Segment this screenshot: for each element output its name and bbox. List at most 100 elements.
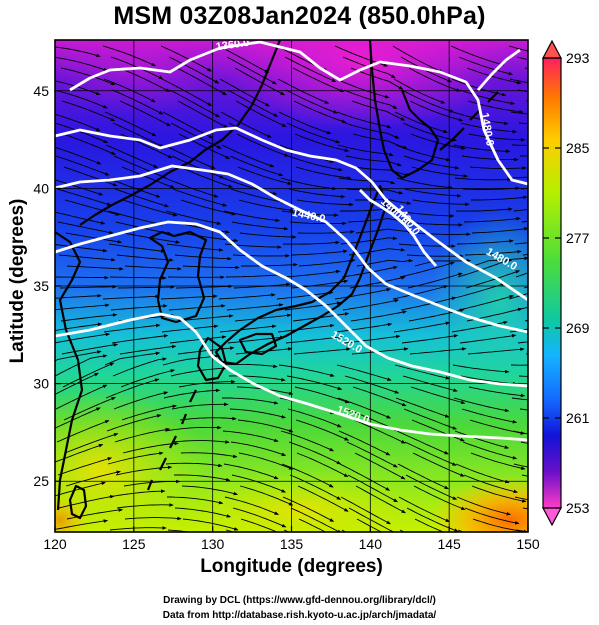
streamline (181, 485, 239, 496)
streamline (161, 324, 219, 333)
contour-label: 1480.0 (478, 112, 496, 147)
streamline (240, 518, 279, 532)
streamline (513, 463, 528, 468)
streamline (458, 295, 515, 311)
streamline (458, 56, 514, 76)
x-tick-label: 125 (122, 536, 146, 552)
streamline (511, 144, 528, 146)
streamline (166, 243, 224, 252)
streamline (451, 320, 508, 333)
x-tick-label: 150 (516, 536, 540, 552)
streamline (231, 221, 289, 231)
streamline (103, 78, 156, 103)
streamline (232, 507, 287, 528)
streamline (509, 78, 528, 84)
y-axis: 25 30 35 40 45 (33, 83, 61, 489)
streamline (118, 67, 171, 93)
streamline (514, 496, 528, 501)
streamline (160, 45, 212, 72)
streamline (55, 293, 102, 299)
streamline (56, 188, 112, 206)
y-tick-label: 45 (33, 83, 49, 99)
streamline (238, 199, 295, 213)
streamline (161, 78, 213, 106)
streamline (346, 441, 398, 468)
streamline (353, 419, 406, 444)
x-tick-label: 140 (359, 536, 383, 552)
streamline (398, 496, 451, 522)
streamline (347, 218, 405, 223)
streamline (64, 199, 120, 216)
streamline (223, 463, 279, 480)
streamline (355, 485, 406, 514)
streamline (340, 496, 391, 525)
streamline (510, 364, 528, 366)
streamline (59, 285, 117, 289)
streamline (413, 485, 466, 510)
x-tick-label: 130 (201, 536, 225, 552)
streamline (167, 496, 224, 505)
streamline (401, 89, 455, 113)
streamline (174, 254, 232, 261)
streamline (461, 408, 518, 424)
streamline (180, 452, 238, 459)
colorbar-tick-label: 277 (566, 230, 590, 246)
streamline (56, 420, 110, 443)
streamline (400, 296, 457, 311)
streamline (226, 303, 284, 311)
streamline (278, 364, 335, 377)
streamline (119, 344, 177, 355)
streamline (55, 89, 108, 109)
streamline (60, 313, 118, 322)
streamline (218, 293, 276, 300)
streamline (337, 397, 392, 419)
streamline (409, 347, 467, 355)
streamline (454, 430, 510, 449)
streamline (471, 195, 528, 201)
streamline (403, 408, 458, 430)
streamline (62, 133, 116, 155)
streamline (174, 507, 232, 518)
streamline (180, 199, 236, 216)
streamline (239, 232, 297, 239)
streamline (230, 441, 287, 456)
streamline (172, 440, 230, 444)
streamline (285, 89, 338, 114)
streamline (454, 177, 512, 182)
streamline (62, 362, 115, 388)
streamline (345, 155, 402, 167)
streamline (335, 78, 390, 99)
streamline (392, 285, 449, 300)
streamline (114, 188, 170, 208)
streamline (472, 256, 528, 267)
streamline (469, 166, 527, 170)
streamline (165, 210, 222, 225)
streamline (286, 122, 341, 144)
streamline (179, 166, 234, 188)
streamline (467, 347, 525, 355)
streamline (348, 507, 400, 532)
streamline (55, 332, 111, 344)
streamline (287, 408, 342, 428)
streamline (280, 430, 335, 452)
streamline (412, 452, 465, 477)
streamline (117, 285, 175, 289)
streamline (61, 343, 119, 355)
coastlines (55, 40, 499, 520)
streamline (456, 239, 514, 245)
streamline (226, 56, 277, 85)
streamline (55, 244, 108, 253)
streamline (349, 276, 406, 289)
drawing-credit: Drawing by DCL (https://www.gfd-dennou.o… (163, 595, 436, 606)
x-tick-label: 135 (280, 536, 304, 552)
streamline (465, 270, 521, 289)
streamline (112, 357, 167, 377)
streamline (64, 433, 119, 454)
streamline (341, 265, 398, 278)
streamline (401, 334, 459, 344)
streamline (107, 210, 164, 226)
streamline (278, 111, 332, 135)
streamline (237, 419, 294, 433)
streamline (452, 364, 510, 374)
streamline (175, 284, 233, 289)
